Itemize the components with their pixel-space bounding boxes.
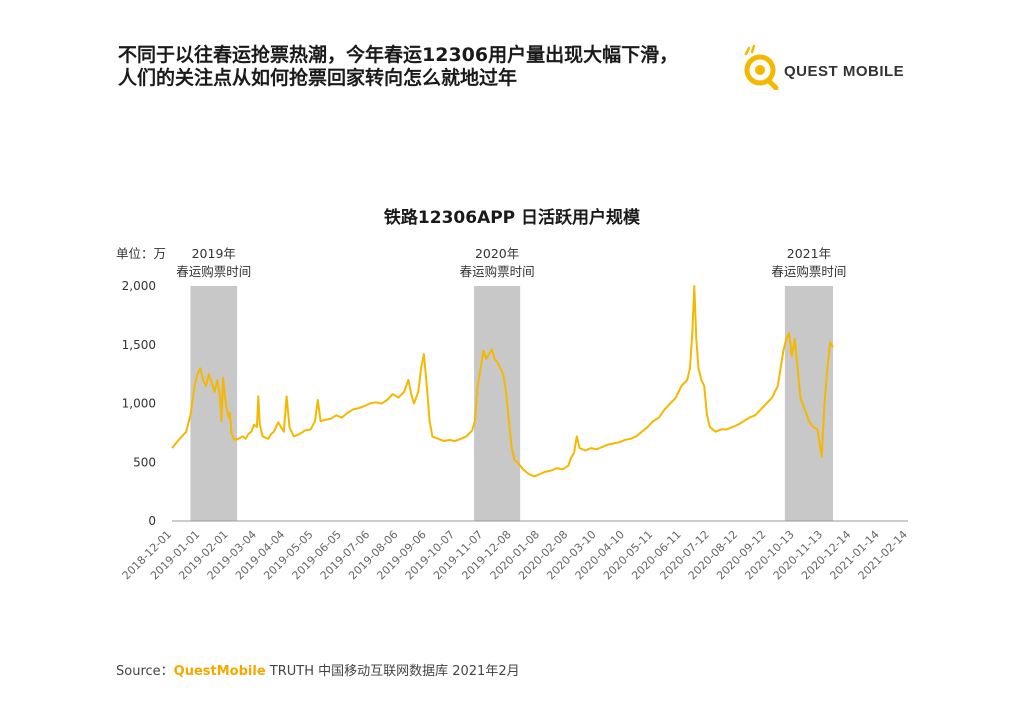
- chart-title: 铁路12306APP 日活跃用户规模: [383, 208, 641, 228]
- band-label-text: 春运购票时间: [771, 264, 846, 279]
- quest-mobile-logo-icon: [744, 44, 779, 91]
- unit-label: 单位：万: [116, 246, 166, 261]
- spring-festival-band: [190, 286, 238, 521]
- quest-mobile-logo: QUEST MOBILE: [736, 44, 926, 94]
- y-tick-label: 500: [133, 455, 156, 469]
- spring-festival-band: [474, 286, 521, 521]
- page-headline: 不同于以往春运抢票热潮，今年春运12306用户量出现大幅下滑， 人们的关注点从如…: [118, 44, 738, 90]
- band-label-text: 春运购票时间: [460, 264, 535, 279]
- headline-line-2: 人们的关注点从如何抢票回家转向怎么就地过年: [118, 67, 518, 89]
- source-brand: QuestMobile: [173, 664, 266, 679]
- band-label-year: 2021年: [787, 246, 831, 261]
- band-label-year: 2020年: [475, 246, 519, 261]
- y-tick-label: 0: [148, 514, 156, 528]
- source-rest: TRUTH 中国移动互联网数据库 2021年2月: [265, 664, 520, 679]
- spring-festival-band: [784, 286, 833, 521]
- source-note: Source：QuestMobile TRUTH 中国移动互联网数据库 2021…: [116, 660, 520, 679]
- y-tick-label: 1,500: [122, 338, 156, 352]
- y-tick-label: 1,000: [122, 397, 156, 411]
- dau-series-line: [171, 285, 834, 478]
- headline-line-1: 不同于以往春运抢票热潮，今年春运12306用户量出现大幅下滑，: [118, 44, 679, 66]
- y-tick-label: 2,000: [122, 279, 156, 293]
- band-label-year: 2019年: [192, 246, 236, 261]
- band-label-text: 春运购票时间: [176, 264, 251, 279]
- logo-wordmark: QUEST MOBILE: [784, 63, 905, 80]
- source-prefix: Source：: [116, 664, 174, 679]
